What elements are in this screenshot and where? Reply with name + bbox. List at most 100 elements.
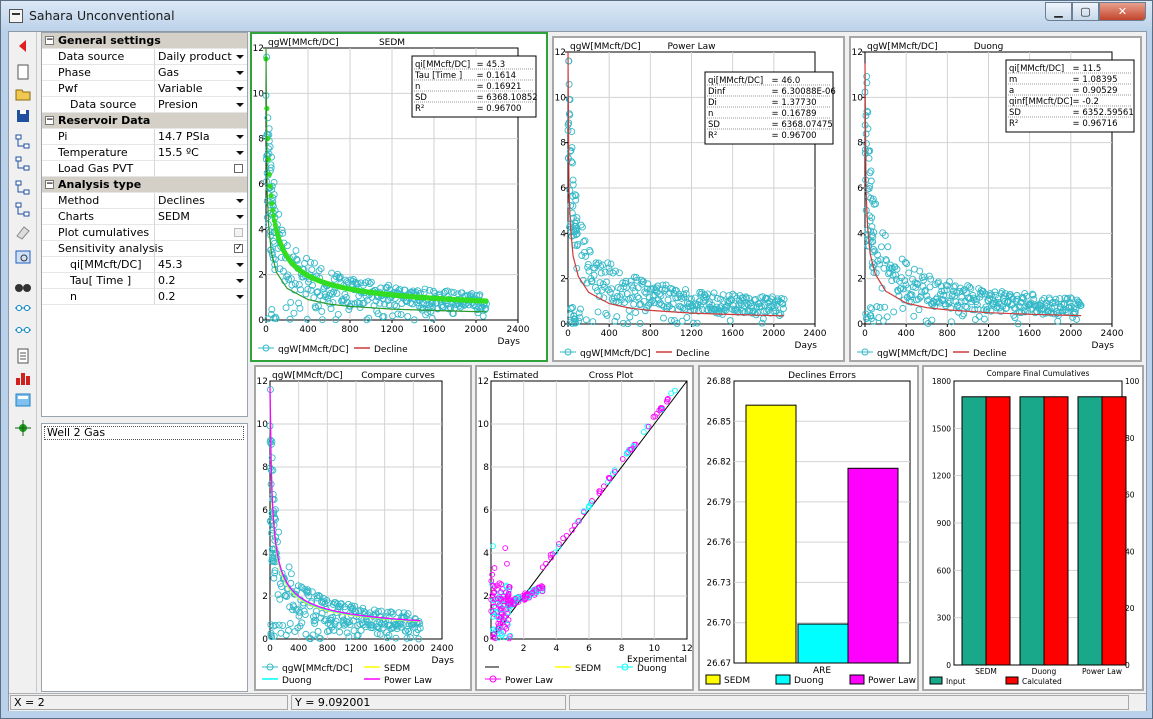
ellipsis-button[interactable] bbox=[234, 164, 243, 173]
dropdown-arrow-icon[interactable] bbox=[236, 295, 244, 299]
prop-value[interactable]: 14.7 PSIa bbox=[158, 130, 210, 143]
dropdown-arrow-icon[interactable] bbox=[236, 215, 244, 219]
prop-value[interactable]: 0.2 bbox=[158, 290, 176, 303]
prop-method[interactable]: Method Declines bbox=[42, 193, 247, 209]
prop-plot-cumulatives[interactable]: Plot cumulatives bbox=[42, 225, 247, 241]
prop-data-source[interactable]: Data source Daily product… bbox=[42, 49, 247, 65]
legend-label-obs: qgW[MMcft/DC] bbox=[877, 349, 948, 359]
list-item[interactable]: Well 2 Gas bbox=[44, 426, 244, 440]
data-point bbox=[927, 275, 935, 283]
prop-value[interactable]: 15.5 ºC bbox=[158, 146, 199, 159]
dropdown-arrow-icon[interactable] bbox=[236, 55, 244, 59]
sensitivity-checkbox[interactable]: ✓ bbox=[234, 243, 243, 253]
prop-value[interactable]: 0.2 bbox=[158, 274, 176, 287]
stats-value: = 0.96700 bbox=[772, 131, 817, 141]
dropdown-arrow-icon[interactable] bbox=[236, 199, 244, 203]
prop-qi[interactable]: qi[MMcft/DC] 45.3 bbox=[42, 257, 247, 273]
report-icon[interactable] bbox=[13, 346, 33, 366]
data-point bbox=[566, 187, 574, 195]
compare-curves-panel[interactable]: qgW[MMcft/DC] Compare curves 0 2 4 6 8 10 12 0 400… bbox=[254, 365, 472, 691]
open-folder-icon[interactable] bbox=[13, 84, 33, 104]
calculator-icon[interactable] bbox=[13, 390, 33, 410]
zoom-icon[interactable] bbox=[13, 248, 33, 268]
crossplot-alt-icon[interactable] bbox=[13, 320, 33, 340]
maximize-button[interactable]: ▢ bbox=[1072, 2, 1099, 21]
tree-move-icon[interactable] bbox=[13, 178, 33, 198]
data-point bbox=[1051, 299, 1059, 306]
dropdown-arrow-icon[interactable] bbox=[236, 71, 244, 75]
well-list[interactable]: Well 2 Gas bbox=[41, 423, 248, 692]
prop-pwf[interactable]: Pwf Variable bbox=[42, 81, 247, 97]
category-general-settings[interactable]: − General settings bbox=[42, 33, 247, 49]
prop-sensitivity-analysis[interactable]: Sensitivity analysis ✓ bbox=[42, 241, 247, 257]
cross-plot-panel[interactable]: Estimated Cross Plot 0 2 4 6 8 10 12 0 2 4 6 8 10 12 Exp… bbox=[475, 365, 694, 691]
data-point bbox=[938, 287, 946, 295]
data-point bbox=[516, 594, 522, 601]
prop-value[interactable]: SEDM bbox=[158, 210, 190, 223]
data-point bbox=[975, 312, 983, 320]
dropdown-arrow-icon[interactable] bbox=[236, 279, 244, 283]
prop-tau[interactable]: Tau[ Time ] 0.2 bbox=[42, 273, 247, 289]
y-tick-label: 2 bbox=[857, 275, 863, 285]
prop-value[interactable]: Variable bbox=[158, 82, 203, 95]
sedm-chart-panel[interactable]: qgW[MMcft/DC] SEDM 0 2 4 6 8 10 12 0 400 800 1200 160… bbox=[250, 32, 548, 362]
data-point bbox=[1029, 291, 1037, 299]
new-file-icon[interactable] bbox=[13, 62, 33, 82]
category-reservoir-data[interactable]: − Reservoir Data bbox=[42, 113, 247, 129]
crossplot-icon[interactable] bbox=[13, 298, 33, 318]
dropdown-arrow-icon[interactable] bbox=[236, 263, 244, 267]
final-cumulatives-panel[interactable]: Compare Final Cumulatives 0 300 600 900 1200 1… bbox=[922, 365, 1144, 691]
collapse-icon[interactable]: − bbox=[45, 115, 54, 125]
data-point bbox=[404, 312, 412, 320]
y-tick-label: 10 bbox=[478, 420, 490, 430]
prop-value[interactable]: Gas bbox=[158, 66, 179, 79]
binoculars-icon[interactable] bbox=[13, 276, 33, 296]
prop-value[interactable]: Declines bbox=[158, 194, 205, 207]
power-law-chart-panel[interactable]: qgW[MMcft/DC] Power Law 0 2 4 6 8 10 12 0 400 800 12… bbox=[552, 36, 845, 362]
prop-load-gas-pvt[interactable]: Load Gas PVT bbox=[42, 161, 247, 177]
tree-link-icon[interactable] bbox=[13, 154, 33, 174]
prop-pi[interactable]: Pi 14.7 PSIa bbox=[42, 129, 247, 145]
eraser-icon[interactable] bbox=[13, 222, 33, 242]
data-point bbox=[422, 311, 430, 319]
data-point bbox=[589, 318, 597, 326]
save-icon[interactable] bbox=[13, 106, 33, 126]
prop-value[interactable]: Presion bbox=[158, 98, 198, 111]
collapse-icon[interactable]: − bbox=[45, 35, 54, 45]
back-icon[interactable] bbox=[13, 36, 33, 56]
dropdown-arrow-icon[interactable] bbox=[236, 87, 244, 91]
title-bar[interactable]: Sahara Unconventional ▁ ▢ ✕ bbox=[1, 1, 1152, 31]
data-point bbox=[304, 285, 312, 293]
prop-temperature[interactable]: Temperature 15.5 ºC bbox=[42, 145, 247, 161]
prop-n[interactable]: n 0.2 bbox=[42, 289, 247, 305]
data-point bbox=[893, 265, 901, 273]
data-point bbox=[311, 620, 319, 627]
bar-chart-icon[interactable] bbox=[13, 368, 33, 388]
category-analysis-type[interactable]: − Analysis type bbox=[42, 177, 247, 193]
duong-chart-panel[interactable]: qgW[MMcft/DC] Duong 0 2 4 6 8 10 12 0 400 800 1200 16… bbox=[849, 36, 1142, 362]
tree-add-icon[interactable] bbox=[13, 132, 33, 152]
dropdown-arrow-icon[interactable] bbox=[236, 103, 244, 107]
property-grid[interactable]: − General settings Data source Daily pro… bbox=[41, 32, 248, 417]
minimize-button[interactable]: ▁ bbox=[1045, 2, 1072, 21]
data-point bbox=[867, 177, 875, 185]
tree-export-icon[interactable] bbox=[13, 200, 33, 220]
y-tick-label: 8 bbox=[560, 139, 566, 149]
prop-pwf-data-source[interactable]: Data source Presion bbox=[42, 97, 247, 113]
y2-tick-label: 20 bbox=[1125, 604, 1135, 613]
prop-charts[interactable]: Charts SEDM bbox=[42, 209, 247, 225]
prop-phase[interactable]: Phase Gas bbox=[42, 65, 247, 81]
close-button[interactable]: ✕ bbox=[1099, 2, 1146, 21]
declines-errors-panel[interactable]: Declines Errors 26.67 26.70 26.73 26.76 26.79… bbox=[698, 365, 919, 691]
data-point bbox=[1031, 309, 1039, 317]
star-icon[interactable] bbox=[13, 418, 33, 438]
chart-title: Cross Plot bbox=[589, 371, 634, 381]
dropdown-arrow-icon[interactable] bbox=[236, 135, 244, 139]
prop-value[interactable]: 45.3 bbox=[158, 258, 183, 271]
plot-cumulatives-checkbox[interactable] bbox=[234, 228, 243, 237]
data-point bbox=[1067, 294, 1075, 302]
data-point bbox=[549, 551, 556, 557]
collapse-icon[interactable]: − bbox=[45, 179, 54, 189]
prop-value[interactable]: Daily product… bbox=[158, 50, 232, 63]
dropdown-arrow-icon[interactable] bbox=[236, 151, 244, 155]
